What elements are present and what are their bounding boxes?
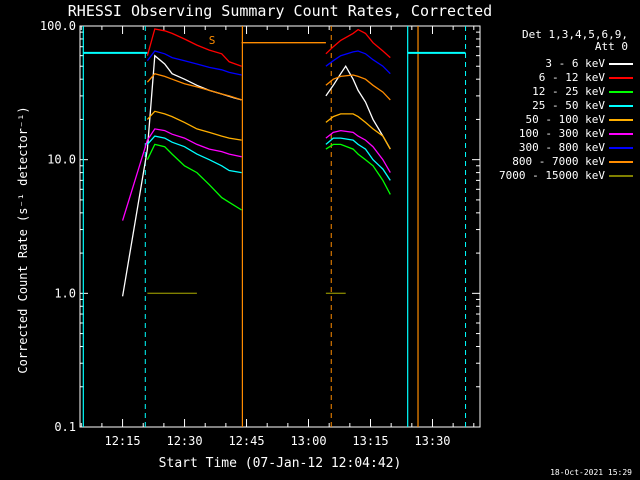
x-tick-label: 13:30 <box>414 434 450 448</box>
legend-swatch <box>609 147 633 149</box>
y-tick-label: 0.1 <box>54 420 76 434</box>
series-lines <box>121 28 391 297</box>
legend-item: 300 - 800 keV <box>485 141 633 155</box>
legend-label: 100 - 300 keV <box>518 127 605 140</box>
legend-swatch <box>609 175 633 177</box>
x-axis-label: Start Time (07-Jan-12 12:04:42) <box>159 456 402 471</box>
series-line <box>146 42 391 101</box>
series-line <box>146 110 391 150</box>
legend-item: 800 - 7000 keV <box>485 155 633 169</box>
legend-swatch <box>609 161 633 163</box>
legend-item: 6 - 12 keV <box>485 71 633 85</box>
legend-swatch <box>609 63 633 65</box>
y-axis-label: Corrected Count Rate (s⁻¹ detector⁻¹) <box>16 106 30 373</box>
legend-label: 6 - 12 keV <box>538 71 605 84</box>
series-line <box>121 128 391 221</box>
series-line <box>146 135 391 181</box>
legend-header-1: Det 1,3,4,5,6,9, <box>522 28 628 41</box>
legend-item: 3 - 6 keV <box>485 57 633 71</box>
legend-item: 100 - 300 keV <box>485 127 633 141</box>
legend-swatch <box>609 119 633 121</box>
legend-item: 25 - 50 keV <box>485 99 633 113</box>
legend-label: 7000 - 15000 keV <box>499 169 605 182</box>
legend-label: 12 - 25 keV <box>532 85 605 98</box>
series-line <box>146 50 391 76</box>
x-tick-label: 12:15 <box>104 434 140 448</box>
series-line <box>146 28 391 67</box>
series-line <box>146 143 391 211</box>
y-tick-label: 1.0 <box>54 286 76 300</box>
timestamp: 18-Oct-2021 15:29 <box>550 468 632 477</box>
legend-header-2: Att 0 <box>594 40 628 53</box>
legend-swatch <box>609 105 633 107</box>
legend-swatch <box>609 133 633 135</box>
legend-swatch <box>609 91 633 93</box>
legend-item: 12 - 25 keV <box>485 85 633 99</box>
y-tick-labels: 0.1 1.0 10.0 100.0 <box>40 19 76 434</box>
y-tick-label: 10.0 <box>47 153 76 167</box>
axis-ticks <box>80 25 480 428</box>
x-tick-label: 12:30 <box>166 434 202 448</box>
y-tick-label: 100.0 <box>40 19 76 33</box>
series-line <box>121 54 391 297</box>
chart-title: RHESSI Observing Summary Count Rates, Co… <box>68 2 492 20</box>
legend-label: 3 - 6 keV <box>545 57 605 70</box>
x-tick-label: 13:00 <box>290 434 326 448</box>
legend-swatch <box>609 77 633 79</box>
x-tick-labels: 12:15 12:30 12:45 13:00 13:15 13:30 <box>104 434 450 448</box>
s-marker-label: S <box>209 34 216 47</box>
x-tick-label: 13:15 <box>352 434 388 448</box>
marker-lines <box>82 26 467 427</box>
plot-frame <box>79 25 481 428</box>
x-tick-label: 12:45 <box>228 434 264 448</box>
legend-label: 800 - 7000 keV <box>512 155 605 168</box>
legend-item: 50 - 100 keV <box>485 113 633 127</box>
legend-label: 25 - 50 keV <box>532 99 605 112</box>
legend-label: 300 - 800 keV <box>518 141 605 154</box>
legend-label: 50 - 100 keV <box>525 113 605 126</box>
legend-item: 7000 - 15000 keV <box>485 169 633 183</box>
